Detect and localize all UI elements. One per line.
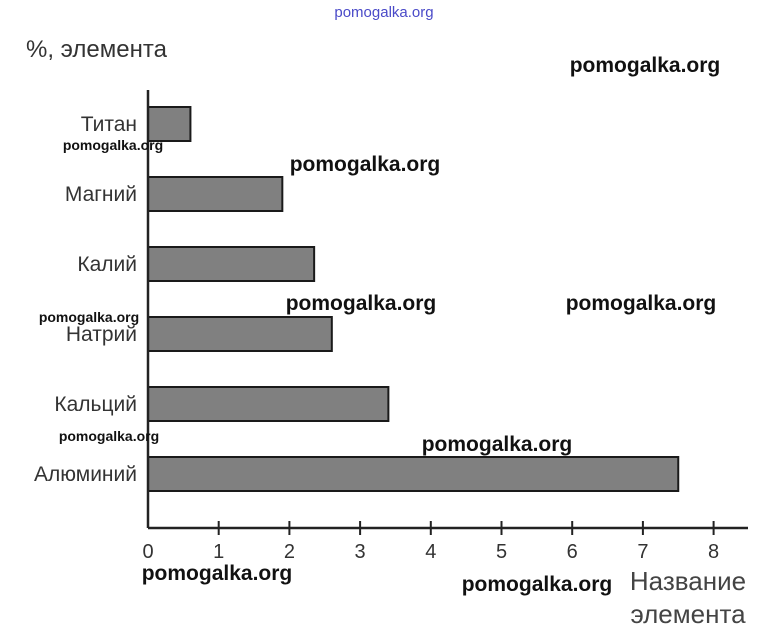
x-ticks: 0 1 2 3 4 5 6 7 8 bbox=[142, 521, 719, 563]
y-axis-title: %, элемента bbox=[26, 36, 168, 63]
x-axis-title-line1: Название bbox=[630, 566, 746, 596]
watermark: pomogalka.org bbox=[63, 137, 163, 153]
bars-group bbox=[147, 106, 680, 492]
x-tick-label: 0 bbox=[142, 541, 153, 563]
category-label: Алюминий bbox=[34, 463, 137, 486]
x-tick-label: 8 bbox=[708, 541, 719, 563]
category-label: Магний bbox=[65, 183, 137, 206]
watermark-top: pomogalka.org bbox=[334, 4, 433, 21]
x-tick-label: 5 bbox=[496, 541, 507, 563]
bar bbox=[147, 456, 680, 492]
category-label: Калий bbox=[77, 253, 137, 276]
category-labels: Титан Магний Калий Натрий Кальций Алюминий bbox=[34, 113, 137, 486]
watermark: pomogalka.org bbox=[462, 573, 613, 596]
watermark: pomogalka.org bbox=[566, 292, 717, 315]
watermark: pomogalka.org bbox=[422, 433, 573, 456]
x-tick-label: 2 bbox=[284, 541, 295, 563]
x-tick-label: 1 bbox=[213, 541, 224, 563]
bar bbox=[147, 106, 192, 142]
bar bbox=[147, 246, 316, 282]
category-label: Натрий bbox=[66, 323, 137, 346]
x-tick-label: 3 bbox=[355, 541, 366, 563]
x-axis-title-line2: элемента bbox=[630, 599, 746, 629]
watermark: pomogalka.org bbox=[290, 153, 441, 176]
watermark: pomogalka.org bbox=[59, 428, 159, 444]
x-tick-label: 7 bbox=[637, 541, 648, 563]
watermark: pomogalka.org bbox=[142, 562, 293, 585]
watermark: pomogalka.org bbox=[286, 292, 437, 315]
x-tick-label: 6 bbox=[567, 541, 578, 563]
category-label: Кальций bbox=[54, 393, 137, 416]
x-tick-label: 4 bbox=[425, 541, 436, 563]
bar bbox=[147, 316, 333, 352]
watermark: pomogalka.org bbox=[39, 309, 139, 325]
bar bbox=[147, 386, 390, 422]
bar bbox=[147, 176, 284, 212]
watermark: pomogalka.org bbox=[570, 54, 721, 77]
category-label: Титан bbox=[81, 113, 137, 136]
